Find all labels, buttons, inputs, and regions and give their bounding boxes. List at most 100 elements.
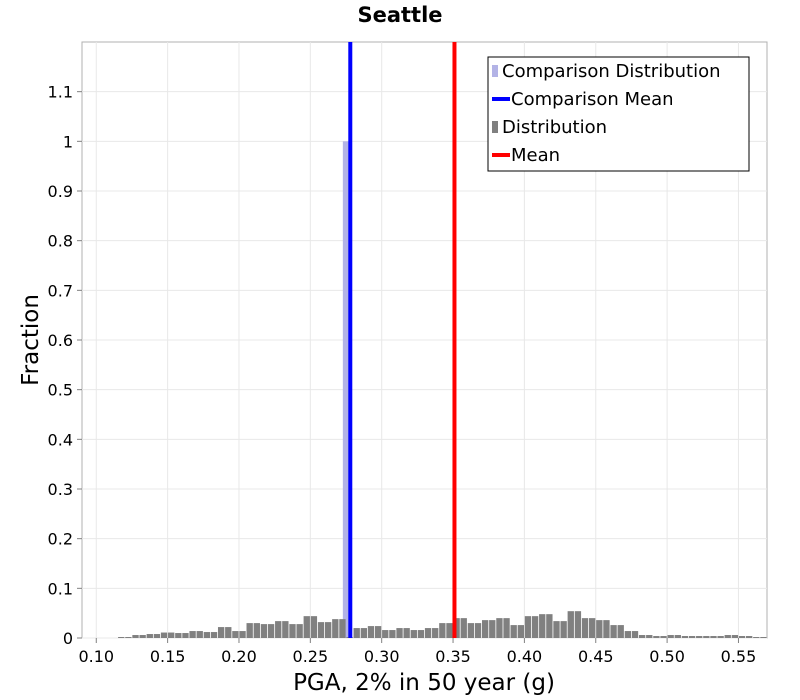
legend: Comparison Distribution Comparison Mean Di…	[487, 56, 750, 172]
distribution-bar	[353, 628, 360, 638]
distribution-bar	[681, 636, 689, 638]
distribution-bar	[496, 618, 503, 638]
y-tick-label: 0.8	[48, 232, 73, 251]
distribution-bar	[574, 611, 582, 638]
distribution-bar	[745, 636, 753, 638]
y-tick-label: 0.3	[48, 480, 73, 499]
x-tick-label: 0.50	[649, 647, 685, 666]
legend-swatch-distribution	[492, 121, 498, 133]
distribution-bar	[246, 623, 253, 638]
distribution-bar	[738, 636, 746, 638]
y-tick-label: 1	[63, 132, 73, 151]
x-tick-label: 0.55	[721, 647, 757, 666]
distribution-bar	[667, 635, 674, 638]
legend-swatch-mean	[492, 153, 510, 157]
distribution-bar	[581, 618, 589, 638]
distribution-bar	[303, 616, 310, 638]
x-tick-label: 0.40	[507, 647, 543, 666]
distribution-bar	[674, 635, 681, 638]
distribution-bar	[660, 636, 667, 638]
distribution-bar	[225, 627, 232, 638]
distribution-bar	[731, 635, 739, 638]
distribution-bar	[332, 619, 339, 638]
distribution-bar	[474, 623, 482, 638]
distribution-bar	[638, 635, 646, 638]
distribution-bar	[317, 622, 325, 638]
y-tick-label: 0.4	[48, 430, 73, 449]
legend-label-distribution: Distribution	[502, 117, 607, 138]
distribution-bar	[339, 619, 346, 638]
distribution-bar	[210, 632, 218, 638]
x-axis-title: PGA, 2% in 50 year (g)	[293, 670, 555, 696]
y-tick-label: 0.2	[48, 530, 73, 549]
x-tick-label: 0.20	[221, 647, 257, 666]
x-tick-label: 0.10	[78, 647, 114, 666]
distribution-bar	[132, 635, 139, 638]
distribution-bar	[631, 631, 639, 638]
distribution-bar	[603, 620, 610, 638]
y-tick-label: 0.5	[48, 381, 73, 400]
x-axis-ticks: 0.10 0.15 0.20 0.25 0.30 0.35 0.40 0.45 0.50 0.55	[78, 638, 756, 666]
y-tick-label: 0.6	[48, 331, 73, 350]
distribution-bar	[753, 637, 760, 638]
distribution-bar	[717, 636, 724, 638]
x-tick-label: 0.15	[150, 647, 186, 666]
bars-layer	[118, 141, 767, 639]
chart-title: Seattle	[357, 3, 442, 27]
distribution-bar	[653, 636, 660, 638]
x-tick-label: 0.35	[435, 647, 471, 666]
distribution-bar	[646, 635, 653, 638]
distribution-bar	[239, 631, 246, 638]
x-tick-label: 0.30	[364, 647, 400, 666]
distribution-bar	[175, 633, 182, 638]
distribution-bar	[517, 625, 524, 638]
distribution-bar	[139, 635, 146, 638]
y-tick-label: 0	[63, 629, 73, 648]
distribution-bar	[196, 631, 203, 638]
distribution-bar	[325, 622, 332, 638]
comparison-distribution-bar	[342, 141, 350, 639]
distribution-bar	[510, 625, 517, 638]
legend-swatch-comparison-distribution	[492, 65, 498, 77]
distribution-bar	[546, 614, 553, 638]
distribution-bar	[424, 628, 432, 638]
distribution-bar	[410, 630, 417, 638]
distribution-bar	[125, 637, 132, 638]
distribution-bar	[553, 621, 560, 638]
x-tick-label: 0.25	[293, 647, 329, 666]
distribution-bar	[367, 626, 375, 638]
distribution-bar	[217, 627, 225, 638]
distribution-bar	[289, 624, 296, 638]
distribution-bar	[703, 636, 710, 638]
distribution-bar	[396, 628, 403, 638]
distribution-bar	[232, 631, 239, 638]
distribution-bar	[610, 625, 617, 638]
distribution-bar	[260, 624, 268, 638]
distribution-bar	[275, 621, 282, 638]
distribution-bar	[374, 626, 382, 638]
y-tick-label: 0.9	[48, 182, 73, 201]
legend-label-mean: Mean	[511, 145, 560, 166]
distribution-bar	[296, 624, 303, 638]
distribution-bar	[146, 634, 153, 638]
distribution-bar	[118, 637, 125, 638]
distribution-bar	[153, 634, 161, 638]
distribution-bar	[382, 630, 389, 638]
y-tick-label: 0.1	[48, 579, 73, 598]
distribution-bar	[539, 614, 546, 638]
distribution-bar	[624, 631, 632, 638]
distribution-bar	[503, 618, 510, 638]
distribution-bar	[203, 632, 211, 638]
distribution-bar	[481, 620, 489, 638]
distribution-bar	[453, 618, 460, 638]
x-tick-label: 0.45	[578, 647, 614, 666]
legend-label-comparison-distribution: Comparison Distribution	[502, 61, 721, 82]
distribution-bar	[403, 628, 410, 638]
distribution-bar	[439, 623, 446, 638]
distribution-bar	[182, 633, 189, 638]
distribution-bar	[617, 625, 624, 638]
distribution-bar	[688, 636, 696, 638]
distribution-bar	[389, 630, 396, 638]
distribution-bar	[460, 618, 467, 638]
